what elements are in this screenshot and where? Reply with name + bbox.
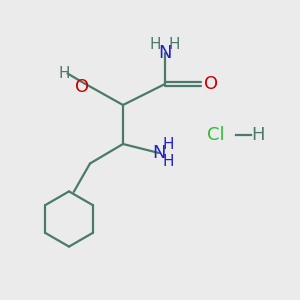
Text: H: H bbox=[59, 66, 70, 81]
Text: H: H bbox=[163, 137, 174, 152]
Text: O: O bbox=[75, 78, 89, 96]
Text: H: H bbox=[150, 37, 161, 52]
Text: Cl: Cl bbox=[207, 126, 225, 144]
Text: H: H bbox=[169, 37, 180, 52]
Text: H: H bbox=[251, 126, 265, 144]
Text: H: H bbox=[163, 154, 174, 169]
Text: N: N bbox=[152, 144, 166, 162]
Text: O: O bbox=[204, 75, 219, 93]
Text: N: N bbox=[158, 44, 172, 62]
